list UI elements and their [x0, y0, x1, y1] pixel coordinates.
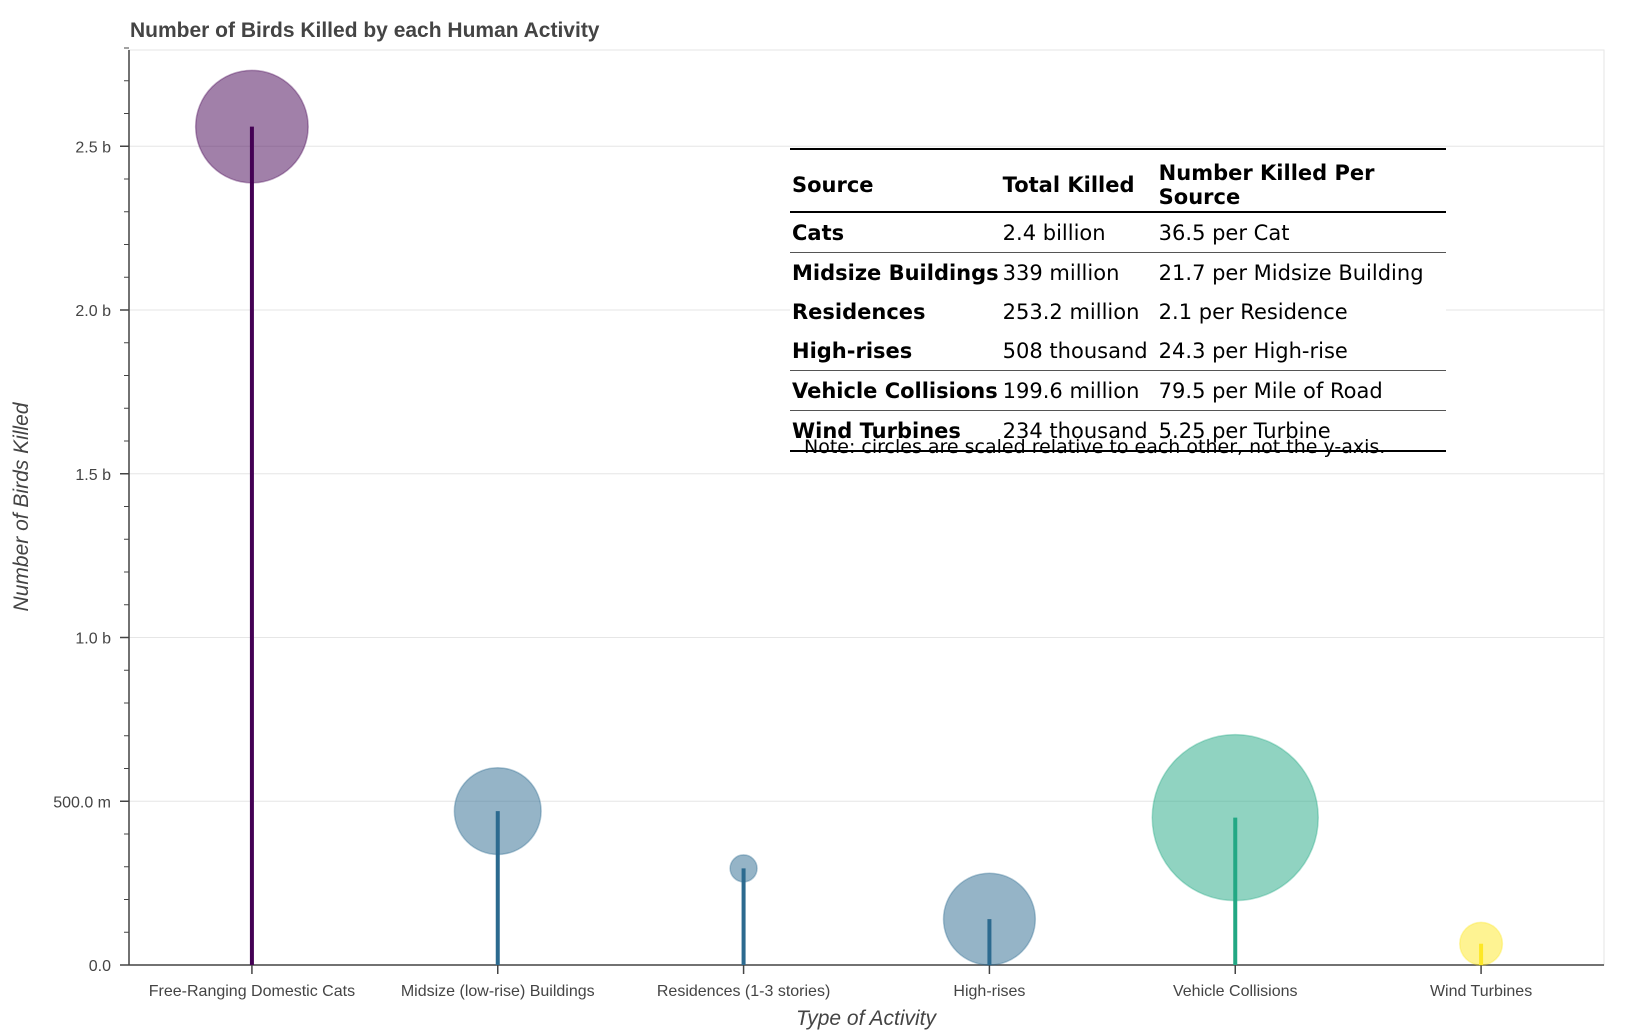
y-axis-title: Number of Birds Killed [10, 401, 33, 611]
y-tick-label: 1.5 b [75, 467, 111, 484]
bubble-point [453, 766, 542, 856]
x-tick-label: High-rises [953, 983, 1025, 1000]
bubble-point [729, 854, 758, 883]
y-tick-label: 0.0 [89, 958, 111, 975]
row-per-source: 5.25 per Turbine [1158, 418, 1331, 443]
row-source: Vehicle Collisions [792, 378, 998, 403]
y-tick-label: 2.5 b [75, 139, 111, 156]
bubbles [194, 69, 1504, 966]
table-row: Wind Turbines 234 thousand 5.25 per Turb… [790, 411, 1446, 451]
table-row: Midsize Buildings 339 million 21.7 per M… [790, 253, 1446, 293]
x-tick-label: Midsize (low-rise) Buildings [401, 983, 595, 1000]
info-table-header-row: Source Total Killed Number Killed Per So… [790, 149, 1446, 212]
bubble-point [1459, 921, 1504, 966]
row-source: High-rises [792, 338, 913, 363]
y-tick-label: 2.0 b [75, 303, 111, 320]
table-row: Cats 2.4 billion 36.5 per Cat [790, 212, 1446, 253]
info-table: Source Total Killed Number Killed Per So… [790, 148, 1446, 452]
row-source: Residences [792, 299, 926, 324]
bubble-point [942, 872, 1037, 966]
table-row: High-rises 508 thousand 24.3 per High-ri… [790, 331, 1446, 371]
y-tick-label: 1.0 b [75, 631, 111, 648]
header-source: Source [792, 173, 874, 197]
row-total: 2.4 billion [1002, 220, 1106, 245]
row-source: Cats [792, 220, 845, 245]
row-total: 253.2 million [1002, 299, 1140, 324]
row-total: 234 thousand [1002, 418, 1148, 443]
x-tick-label: Vehicle Collisions [1173, 983, 1298, 1000]
row-total: 199.6 million [1002, 378, 1140, 403]
row-source: Wind Turbines [792, 418, 961, 443]
x-axis: Free-Ranging Domestic Cats Midsize (low-r… [129, 964, 1604, 1000]
row-per-source: 21.7 per Midsize Building [1158, 260, 1424, 285]
header-per-source: Number Killed Per Source [1158, 161, 1375, 209]
row-per-source: 24.3 per High-rise [1158, 338, 1348, 363]
row-per-source: 36.5 per Cat [1158, 220, 1290, 245]
y-axis: 0.0 500.0 m 1.0 b 1.5 b 2.0 b 2.5 b [53, 47, 130, 975]
row-per-source: 2.1 per Residence [1158, 299, 1348, 324]
row-source: Midsize Buildings [792, 260, 999, 285]
row-total: 508 thousand [1002, 338, 1148, 363]
row-total: 339 million [1002, 260, 1120, 285]
chart-title: Number of Birds Killed by each Human Act… [130, 19, 600, 42]
x-tick-label: Free-Ranging Domestic Cats [149, 983, 355, 1000]
x-tick-label: Wind Turbines [1430, 983, 1532, 1000]
table-row: Residences 253.2 million 2.1 per Residen… [790, 292, 1446, 331]
y-tick-label: 500.0 m [53, 794, 111, 811]
header-total-killed: Total Killed [1002, 173, 1135, 197]
info-note: Note: circles are scaled relative to eac… [804, 436, 1386, 458]
x-tick-label: Residences (1-3 stories) [657, 983, 830, 1000]
bubble-point [194, 69, 309, 184]
row-per-source: 79.5 per Mile of Road [1158, 378, 1383, 403]
x-axis-title: Type of Activity [796, 1007, 938, 1030]
table-row: Vehicle Collisions 199.6 million 79.5 pe… [790, 371, 1446, 411]
bubble-point [1151, 733, 1319, 902]
